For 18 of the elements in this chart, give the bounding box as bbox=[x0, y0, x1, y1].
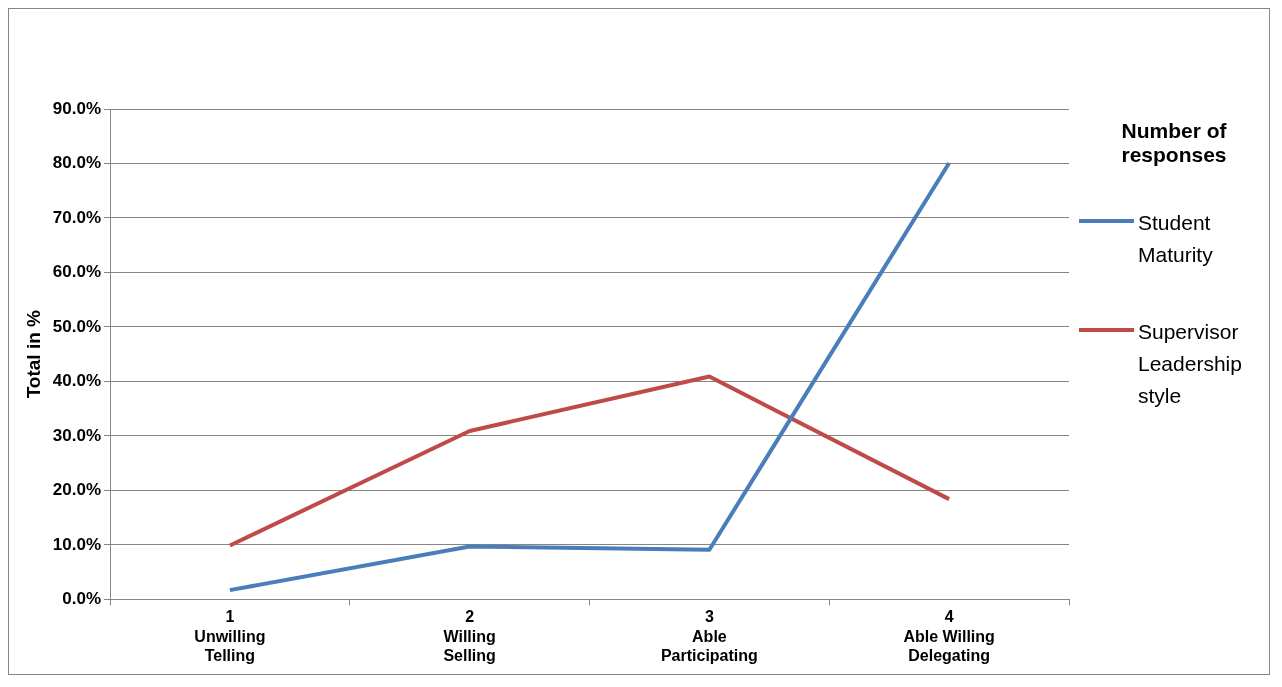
x-tick-label: 4 Able Willing Delegating bbox=[903, 608, 995, 664]
x-tick-label: 3 Able Participating bbox=[660, 608, 758, 664]
legend-label: Supervisor Leadership style bbox=[1138, 319, 1243, 409]
x-tick-label: 1 Unwilling Telling bbox=[194, 608, 266, 664]
y-tick-label: 30.0% bbox=[52, 425, 101, 445]
y-tick-label: 60.0% bbox=[52, 262, 101, 282]
legend-label: Student Maturity bbox=[1138, 210, 1214, 268]
y-axis-title: Total in % bbox=[22, 309, 44, 399]
y-tick-label: 10.0% bbox=[52, 534, 101, 554]
x-tick-label: 2 Willing Selling bbox=[443, 608, 496, 664]
y-tick-label: 80.0% bbox=[52, 153, 101, 173]
y-tick-label: 70.0% bbox=[52, 207, 101, 227]
y-tick-label: 20.0% bbox=[52, 480, 101, 500]
y-tick-label: 90.0% bbox=[52, 98, 101, 118]
y-tick-label: 50.0% bbox=[52, 316, 101, 336]
y-tick-label: 0.0% bbox=[62, 589, 101, 609]
y-tick-label: 40.0% bbox=[52, 371, 101, 391]
legend-title: Number of responses bbox=[1120, 119, 1228, 167]
